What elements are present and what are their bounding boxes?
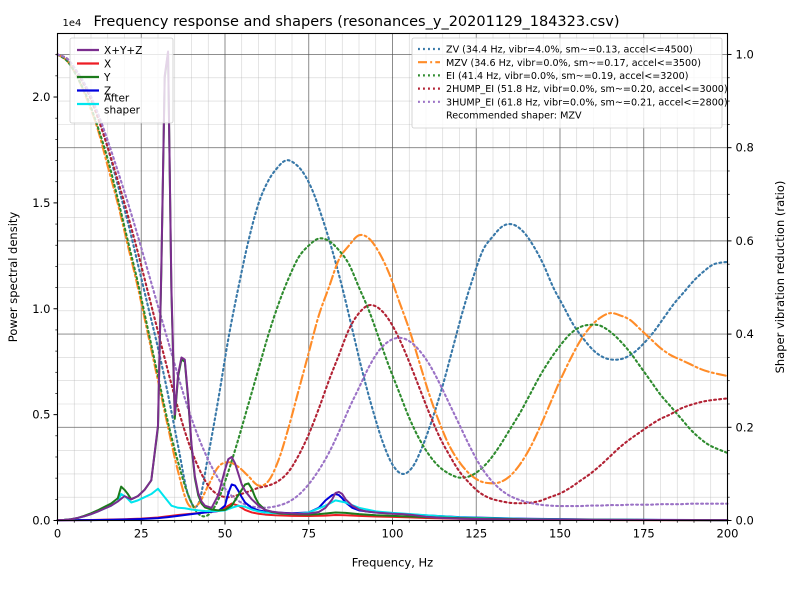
shaper-legend-label-mzv: MZV (34.6 Hz, vibr=0.0%, sm~=0.17, accel… xyxy=(446,58,701,69)
psd-legend-label-z: Z xyxy=(104,86,111,98)
shaper-curve-ei xyxy=(56,53,729,518)
shaper-legend-label-3hump_ei: 3HUMP_EI (61.8 Hz, vibr=0.0%, sm~=0.21, … xyxy=(446,97,728,108)
psd-curve-y xyxy=(56,51,729,522)
xtick-label: 25 xyxy=(134,527,149,541)
psd-legend-label-x-y-z: X+Y+Z xyxy=(104,45,142,57)
ytick-left-label: 0.5 xyxy=(32,408,50,422)
ytick-right-label: 0.0 xyxy=(736,514,754,528)
axis-ticks: 0 25 50 75 100 125 150 175 2000.00.51.01.52.00.0… xyxy=(32,47,754,540)
ytick-right-label: 0.4 xyxy=(736,327,754,341)
shaper-legend-label-2hump_ei: 2HUMP_EI (51.8 Hz, vibr=0.0%, sm~=0.20, … xyxy=(446,84,728,95)
xtick-label: 150 xyxy=(549,527,571,541)
ytick-right-label: 0.2 xyxy=(736,420,754,434)
shaper-legend-box xyxy=(411,37,723,129)
ytick-left-label: 1.0 xyxy=(32,302,50,316)
ytick-left-label: 0.0 xyxy=(32,514,50,528)
shaper-legend-label-zv: ZV (34.4 Hz, vibr=4.0%, sm~=0.13, accel<… xyxy=(446,45,693,56)
psd-legend-box xyxy=(69,37,174,124)
shaper-legend: ZV (34.4 Hz, vibr=4.0%, sm~=0.13, accel<… xyxy=(411,37,728,129)
y-axis-label-right: Shaper vibration reduction (ratio) xyxy=(773,181,787,374)
psd-legend-label-after-shaper: After xyxy=(104,93,130,105)
shaper-curve-mzv xyxy=(56,53,729,509)
recommended-shaper-text: Recommended shaper: MZV xyxy=(446,111,582,122)
shaper-curve-2hump_ei xyxy=(56,53,729,505)
ytick-right-label: 0.6 xyxy=(736,234,754,248)
ytick-left-label: 1.5 xyxy=(32,196,50,210)
shaper-curve-3hump_ei xyxy=(56,53,729,509)
shaper-curve-zv xyxy=(56,53,729,508)
ytick-right-label: 1.0 xyxy=(736,47,754,61)
y-axis-offset-text: 1e4 xyxy=(63,18,82,29)
psd-legend-label-after-shaper-2: shaper xyxy=(104,105,141,117)
xtick-label: 0 xyxy=(54,527,61,541)
x-axis-label: Frequency, Hz xyxy=(352,556,433,570)
xtick-label: 75 xyxy=(301,527,316,541)
ytick-left-label: 2.0 xyxy=(32,90,50,104)
y-axis-label-left: Power spectral density xyxy=(6,212,20,343)
psd-legend-label-x: X xyxy=(104,59,111,71)
psd-curve-x-y-z xyxy=(56,50,729,522)
xtick-label: 175 xyxy=(633,527,655,541)
shaper-legend-label-ei: EI (41.4 Hz, vibr=0.0%, sm~=0.19, accel<… xyxy=(446,71,688,82)
xtick-label: 50 xyxy=(218,527,233,541)
axis-labels: 1e4 Frequency response and shapers (reson… xyxy=(6,14,787,570)
psd-legend-label-y: Y xyxy=(103,72,111,84)
shaper-curves xyxy=(56,53,729,518)
chart-title: Frequency response and shapers (resonanc… xyxy=(94,14,620,30)
ytick-right-label: 0.8 xyxy=(736,141,754,155)
xtick-label: 100 xyxy=(382,527,404,541)
xtick-label: 125 xyxy=(465,527,487,541)
psd-curves xyxy=(56,50,729,522)
xtick-label: 200 xyxy=(717,527,739,541)
